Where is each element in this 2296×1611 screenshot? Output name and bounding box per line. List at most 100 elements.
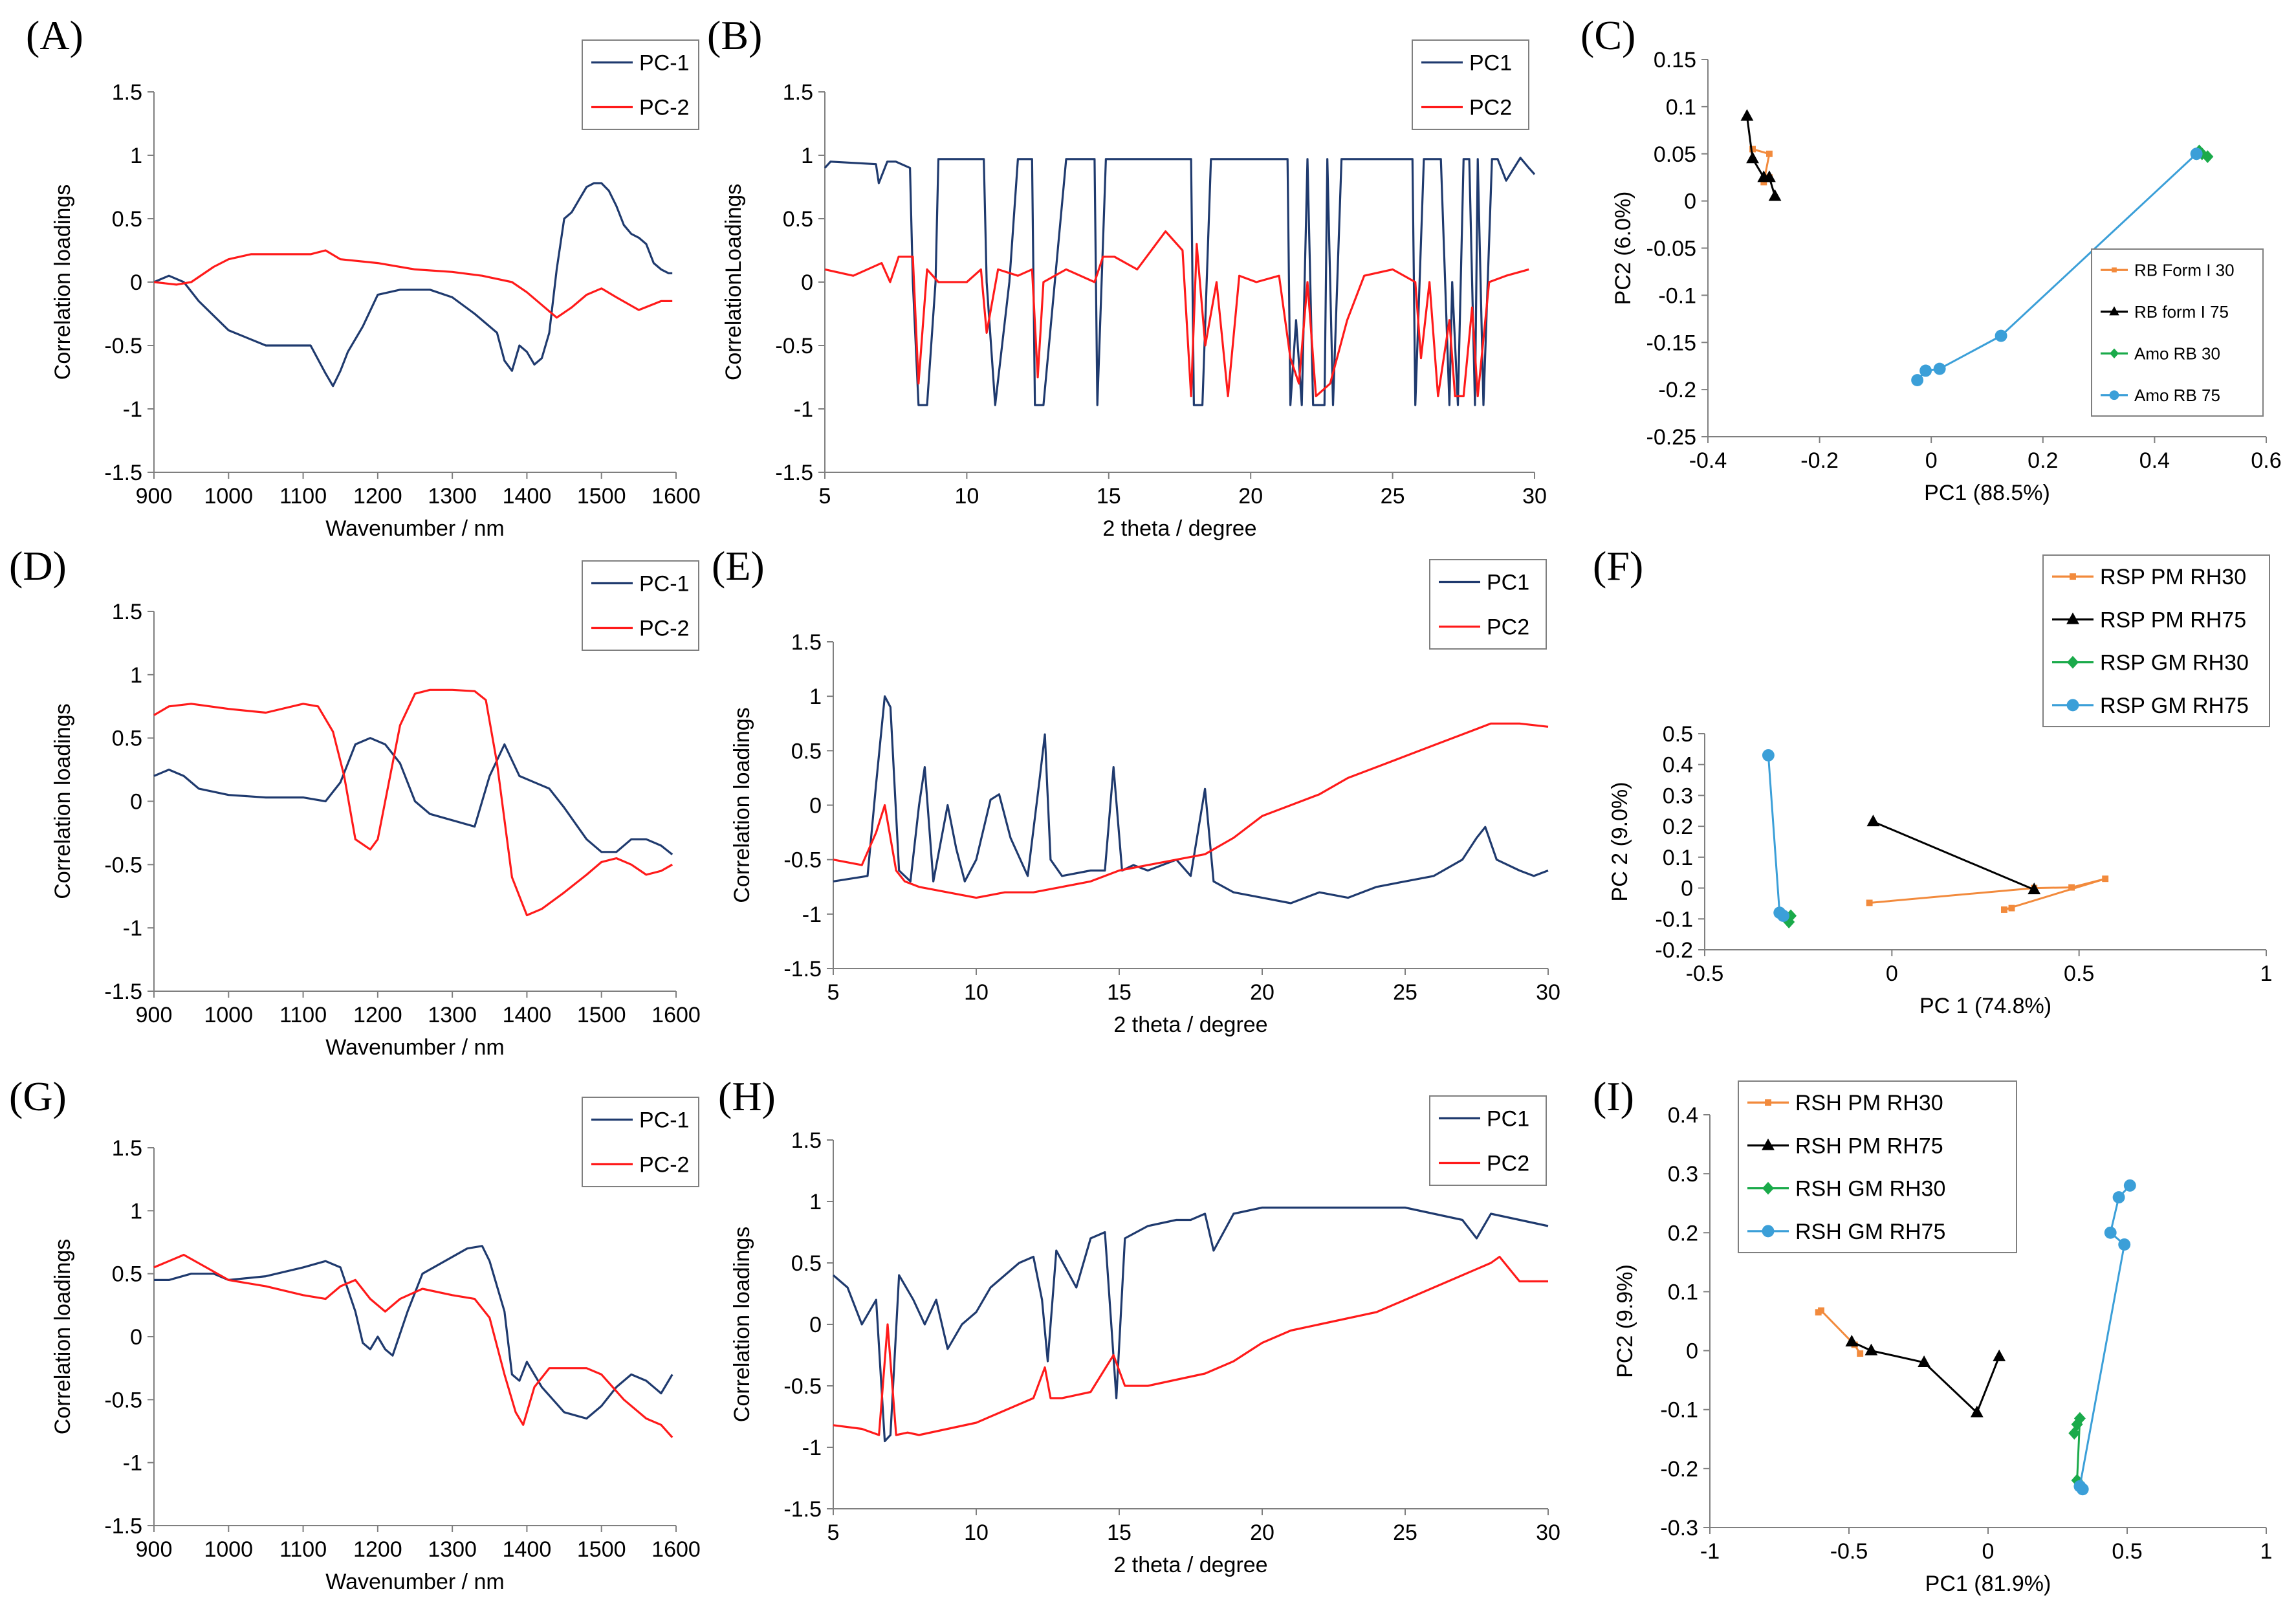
series-pc1	[832, 1206, 1549, 1443]
panel-label: (F)	[1593, 543, 1643, 589]
panel-label: (B)	[707, 12, 762, 58]
x-tick-label: 1400	[503, 484, 552, 509]
x-tick-label: -0.4	[1689, 448, 1727, 473]
legend: PC1 PC2	[1412, 39, 1529, 130]
chart-panel-c: (C)0.150.10.050-0.05-0.1-0.15-0.2-0.25-0…	[1580, 12, 2282, 505]
x-tick-label: 20	[1250, 980, 1274, 1005]
series-pc1	[833, 695, 1549, 904]
x-tick-label: 5	[827, 980, 840, 1005]
legend-label: PC1	[1487, 571, 1529, 595]
data-point	[2118, 1238, 2131, 1251]
series-amo-rb-75	[1911, 148, 2203, 386]
data-point	[2190, 148, 2203, 160]
y-axis-label: Correlation loadings	[730, 1227, 754, 1422]
y-tick-label: -0.1	[1660, 1398, 1698, 1423]
x-axis-label: PC 1 (74.8%)	[1919, 994, 2051, 1018]
y-axis-label: PC2 (9.9%)	[1613, 1264, 1637, 1378]
x-tick-label: 1500	[577, 1537, 626, 1562]
chart-panel-f: (F) 0.5 0.4 0.3 0.2 0.1 0 -0.1 -0.2-0.5 0 0.5 1 PC 1…	[1593, 543, 2272, 1018]
legend-label: PC-1	[639, 1108, 689, 1133]
x-tick-label: 1600	[651, 1537, 701, 1562]
y-tick-label: 0	[809, 794, 822, 818]
y-tick-label: 0	[1681, 877, 1693, 901]
series-line	[153, 688, 673, 917]
y-tick-label: -1.5	[783, 1497, 822, 1522]
x-tick-label: 20	[1250, 1520, 1274, 1545]
y-tick-label: -0.5	[104, 334, 142, 358]
y-tick-label: 1.5	[791, 1128, 822, 1153]
y-tick-label: -1	[123, 916, 142, 941]
y-tick-label: 0.5	[112, 727, 142, 751]
y-tick-label: 0.1	[1663, 846, 1693, 870]
y-axis-label: CorrelationLoadings	[721, 184, 746, 380]
data-point	[1818, 1307, 1824, 1314]
y-tick-label: -0.5	[104, 853, 142, 877]
series-line	[154, 1245, 673, 1420]
y-tick-label: 0.2	[1663, 815, 1693, 839]
y-tick-label: 0	[1686, 1339, 1698, 1364]
data-point	[2068, 884, 2075, 891]
legend-label: RB Form I 30	[2134, 260, 2235, 279]
y-tick-label: 1.5	[783, 80, 813, 105]
x-tick-label: 1100	[279, 484, 327, 509]
y-tick-label: -1	[123, 1451, 142, 1476]
series-pc1	[824, 157, 1536, 406]
x-tick-label: 1000	[204, 484, 253, 509]
series-line	[153, 737, 673, 855]
y-tick-label: 1	[801, 144, 813, 168]
legend-marker	[1765, 1099, 1771, 1106]
y-tick-label: 1	[809, 685, 822, 709]
y-tick-label: -0.5	[775, 334, 813, 358]
x-tick-label: 15	[1107, 980, 1132, 1005]
data-point	[2073, 1480, 2086, 1493]
data-point	[1864, 1343, 1878, 1355]
legend-marker	[2109, 390, 2119, 400]
x-tick-label: 5	[819, 484, 831, 509]
series-pc-2	[153, 249, 673, 319]
y-tick-label: -0.2	[1655, 938, 1693, 963]
y-tick-label: 1	[130, 663, 142, 688]
x-tick-label: 0.4	[2139, 448, 2170, 473]
chart-panel-e: (E) 1.5 1 0.5 0 -0.5 -1 -1.55 10 15 20 25 30 2 theta …	[712, 543, 1560, 1037]
legend-label: PC2	[1487, 1152, 1529, 1176]
legend-box	[1738, 1080, 2017, 1253]
legend: PC-1 PC-2	[582, 1097, 699, 1187]
series-line	[824, 157, 1536, 406]
x-tick-label: 20	[1238, 484, 1263, 509]
x-tick-label: 15	[1097, 484, 1121, 509]
chart-panel-h: (H) 1.5 1 0.5 0 -0.5 -1 -1.55 10 15 20 25 30 2 theta …	[718, 1073, 1560, 1577]
y-tick-label: 0.5	[791, 739, 822, 763]
legend-label: PC1	[1469, 51, 1512, 76]
x-tick-label: -0.2	[1800, 448, 1839, 473]
legend: PC-1 PC-2	[582, 560, 699, 651]
legend: RSP PM RH30 RSP PM RH75 RSP GM RH30 RSP GM …	[2042, 554, 2270, 727]
y-tick-label: 0	[1684, 190, 1696, 214]
y-axis-label: Correlation loadings	[730, 707, 754, 903]
y-tick-label: 0	[809, 1313, 822, 1337]
x-tick-label: 10	[964, 980, 989, 1005]
x-tick-label: 0	[1886, 961, 1898, 986]
x-tick-label: -1	[1700, 1539, 1720, 1564]
legend-marker	[2109, 306, 2119, 316]
data-point	[1763, 170, 1776, 182]
x-tick-label: 1300	[428, 484, 477, 509]
x-tick-label: 1600	[651, 1003, 701, 1027]
y-tick-label: -0.5	[783, 848, 822, 873]
series-rsp-pm-rh75	[1866, 815, 2041, 895]
legend-label: Amo RB 75	[2134, 386, 2220, 405]
legend-marker	[1762, 1225, 1775, 1238]
x-tick-label: 30	[1536, 980, 1560, 1005]
legend-label: PC-1	[639, 572, 689, 597]
x-tick-label: 15	[1107, 1520, 1132, 1545]
legend: RSH PM RH30 RSH PM RH75 RSH GM RH30 RSH GM …	[1738, 1080, 2017, 1253]
x-axis-label: 2 theta / degree	[1113, 1553, 1267, 1577]
series-line	[153, 182, 673, 388]
legend-label: Amo RB 30	[2134, 344, 2220, 363]
data-point	[1768, 189, 1782, 201]
data-point	[1762, 749, 1775, 762]
y-axis-label: PC 2 (9.0%)	[1608, 782, 1632, 901]
legend-label: RSP GM RH75	[2100, 694, 2249, 718]
legend-label: RSH GM RH30	[1795, 1177, 1945, 1201]
